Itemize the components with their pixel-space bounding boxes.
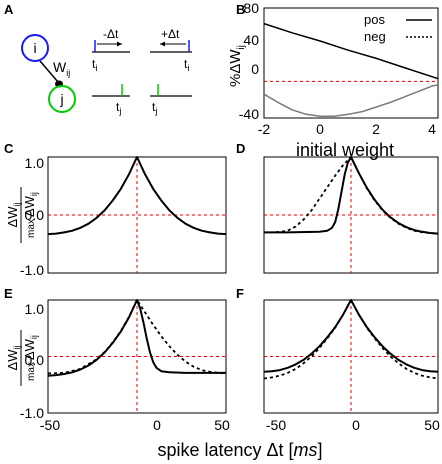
panel-e-series-dashed xyxy=(47,299,227,375)
ylabel-denominator: maxΔWij xyxy=(22,335,39,381)
panel-f-xtick-label: 50 xyxy=(424,417,440,433)
panel-b-chart: 80 40 0 -40 -2 0 2 4 initial weight %ΔWi… xyxy=(227,0,439,160)
panel-c-ytick-label: -1.0 xyxy=(20,262,44,278)
weight-label: Wij xyxy=(53,59,70,78)
panel-d-marks xyxy=(264,156,439,273)
panel-f-marks xyxy=(263,299,439,413)
panel-f-xtick-label: -50 xyxy=(266,417,286,433)
panel-e-xtick-label: -50 xyxy=(40,417,60,433)
panel-b-ylabel: %ΔWij xyxy=(227,45,247,87)
ti-label-left: ti xyxy=(92,57,97,73)
tj-label-right: tj xyxy=(152,100,157,116)
panel-e-marks xyxy=(47,299,227,413)
ylabel-numerator: ΔWij xyxy=(5,203,22,228)
panel-d-chart xyxy=(263,156,439,274)
panel-e-xtick-label: 0 xyxy=(153,417,161,433)
ylabel-denominator: maxΔWij xyxy=(22,192,39,238)
panel-c-chart: 1.0 0.0 -1.0 xyxy=(20,155,227,278)
plus-dt-label: +Δt xyxy=(161,27,180,41)
panel-label-b: B xyxy=(236,2,245,17)
minus-dt-label: -Δt xyxy=(103,27,119,41)
panel-e-chart: 1.0 0.0 -1.0 -50 0 50 xyxy=(20,299,230,433)
schematic-panel: i j Wij -Δt ti tj +Δt ti tj xyxy=(21,27,192,116)
panel-e-xtick-label: 50 xyxy=(214,417,230,433)
panel-b-xtick-label: 0 xyxy=(316,121,324,137)
ylabel-fraction-top: ΔWij maxΔWij xyxy=(5,187,39,243)
panel-b-series-neg xyxy=(263,84,439,117)
panel-label-f: F xyxy=(236,286,244,301)
legend-neg-label: neg xyxy=(364,29,386,44)
ylabel-fraction-bottom: ΔWij maxΔWij xyxy=(5,330,39,386)
pre-neuron-circle xyxy=(21,34,49,62)
panel-b-ytick-label: 40 xyxy=(243,32,259,48)
panel-c-ytick-label: 0.0 xyxy=(25,207,45,223)
panel-b-ytick-label: 80 xyxy=(243,0,259,16)
plus-dt-arrowhead xyxy=(160,41,165,47)
panel-c-series-solid xyxy=(47,156,227,236)
panel-b-series-pos xyxy=(263,22,439,80)
panel-c-ytick-label: 1.0 xyxy=(25,155,45,171)
panel-label-a: A xyxy=(4,2,14,17)
tj-label-left: tj xyxy=(116,100,121,116)
panel-f-series-dashed xyxy=(263,299,439,380)
panel-e-ytick-label: 0.0 xyxy=(25,352,45,368)
ti-label-right: ti xyxy=(184,57,189,73)
pre-neuron-label: i xyxy=(33,40,36,56)
ylabel-numerator: ΔWij xyxy=(5,346,22,371)
panel-b-xlabel: initial weight xyxy=(296,140,394,160)
panel-e-series-solid xyxy=(47,299,226,377)
panel-b-marks xyxy=(263,22,439,117)
panel-b-ytick-label: -40 xyxy=(239,106,259,122)
panel-b-frame xyxy=(263,7,439,119)
panel-d-series-dashed xyxy=(264,156,439,235)
panel-f-xtick-label: 0 xyxy=(352,417,360,433)
legend-pos-label: pos xyxy=(364,12,385,27)
panel-label-d: D xyxy=(236,141,245,156)
minus-dt-arrowhead xyxy=(117,41,122,47)
panel-c-marks xyxy=(47,156,227,273)
shared-xlabel: spike latency Δt [ms] xyxy=(157,440,322,460)
panel-b-xtick-label: -2 xyxy=(258,121,271,137)
panel-f-chart: -50 0 50 xyxy=(263,299,440,433)
panel-label-c: C xyxy=(4,141,14,156)
panel-label-e: E xyxy=(4,286,13,301)
post-neuron-label: j xyxy=(59,91,63,107)
panel-b-ytick-label: 0 xyxy=(251,61,259,77)
panel-b-xtick-label: 2 xyxy=(372,121,380,137)
post-neuron-circle xyxy=(48,85,76,113)
panel-e-ytick-label: 1.0 xyxy=(25,301,45,317)
panel-e-ytick-label: -1.0 xyxy=(20,405,44,421)
synapse-line xyxy=(39,60,59,83)
panel-b-xtick-label: 4 xyxy=(428,121,436,137)
